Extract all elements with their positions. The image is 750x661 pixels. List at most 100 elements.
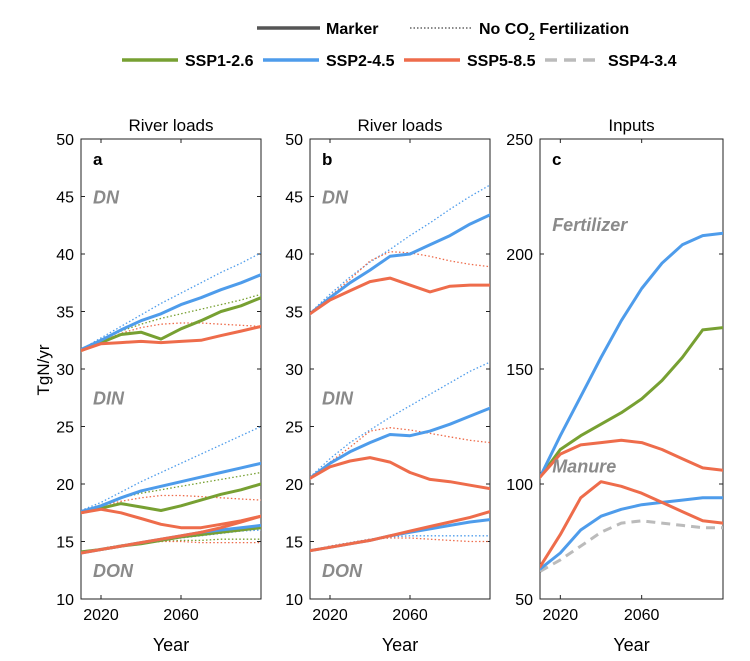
panel-b-line-din-ssp2-4-5-solid — [310, 406, 490, 480]
panel-c-line-fertilizer-ssp1-2-6-solid — [540, 326, 723, 479]
panel-c-line-manure-ssp4-3-4-dashed — [540, 519, 723, 573]
panel-c-y-tick-label-150: 150 — [506, 362, 533, 379]
panel-c-y-tick-label-250: 250 — [506, 132, 533, 149]
panel-a-line-din-ssp5-8-5-dotted — [81, 494, 261, 513]
panel-c-x-tick-label-2060: 2060 — [624, 607, 660, 624]
panel-b-y-tick-label-30: 30 — [285, 362, 303, 379]
panel-a-x-axis-label: Year — [153, 635, 189, 655]
legend-label-no-co2-fertilization: No CO2 Fertilization — [479, 21, 629, 43]
panel-a-annotation-dn: DN — [93, 187, 120, 207]
panel-b-y-tick-label-20: 20 — [285, 477, 303, 494]
panel-a-line-don-ssp1-2-6-dotted — [81, 538, 261, 553]
panel-c: Inputs 50 100 150 200 250 2020 2060 Year c Fertili… — [506, 116, 724, 655]
panel-a-annotation-din: DIN — [93, 389, 125, 409]
legend-item-no-co2-fertilization: No CO2 Fertilization — [410, 21, 629, 43]
panel-a-series — [81, 252, 261, 555]
legend: Marker No CO2 Fertilization SSP1-2.6 SSP… — [122, 21, 677, 70]
panel-a-y-tick-label-50: 50 — [56, 132, 74, 149]
panel-b-line-din-ssp5-8-5-dotted — [310, 427, 490, 479]
panel-b-y-tick-label-40: 40 — [285, 247, 303, 264]
panel-a-line-din-ssp2-4-5-solid — [81, 461, 261, 514]
panel-a-line-din-ssp1-2-6-dotted — [81, 471, 261, 513]
panel-b-annotation-don: DON — [322, 561, 363, 581]
panel-a-line-dn-ssp5-8-5-solid — [81, 324, 261, 353]
legend-label-ssp1-2-6: SSP1-2.6 — [185, 53, 254, 70]
legend-label-ssp2-4-5: SSP2-4.5 — [326, 53, 395, 70]
panel-a-y-tick-label-30: 30 — [56, 362, 74, 379]
panel-c-line-fertilizer-ssp5-8-5-solid — [540, 438, 723, 479]
panel-a: River loads 10 15 20 25 30 35 40 45 50 2020 2060 Yea… — [56, 116, 262, 655]
panel-b-line-din-ssp5-8-5-solid — [310, 456, 490, 491]
panel-b-annotation-dn: DN — [322, 187, 349, 207]
legend-label-subscript-2: 2 — [529, 31, 535, 43]
panel-b: River loads 10 15 20 25 30 35 40 45 50 2020 2060 Yea… — [285, 116, 491, 655]
panel-b-frame — [309, 138, 491, 600]
panel-b-x-axis-label: Year — [382, 635, 418, 655]
panel-a-letter: a — [93, 150, 103, 169]
panel-b-line-dn-ssp2-4-5-solid — [310, 213, 490, 316]
panel-a-line-dn-ssp2-4-5-solid — [81, 273, 261, 351]
panel-c-y-tick-label-200: 200 — [506, 247, 533, 264]
panel-a-x-tick-label-2060: 2060 — [163, 607, 199, 624]
panel-c-annotation-manure: Manure — [552, 457, 616, 477]
panel-a-y-tick-label-25: 25 — [56, 420, 74, 437]
panel-c-y-tick-label-100: 100 — [506, 477, 533, 494]
panel-a-y-tick-label-40: 40 — [56, 247, 74, 264]
panel-b-y-tick-label-15: 15 — [285, 535, 303, 552]
legend-label-no-co-part: No CO — [479, 21, 529, 38]
panel-c-line-fertilizer-ssp2-4-5-solid — [540, 231, 723, 479]
legend-item-ssp2-4-5: SSP2-4.5 — [263, 53, 395, 70]
panel-a-y-tick-label-10: 10 — [56, 592, 74, 609]
panel-c-letter: c — [552, 150, 561, 169]
shared-y-axis-label: TgN/yr — [34, 344, 53, 395]
panel-b-line-dn-ssp5-8-5-dotted — [310, 251, 490, 315]
panel-b-y-tick-label-50: 50 — [285, 132, 303, 149]
panel-b-line-don-ssp5-8-5-dotted — [310, 537, 490, 552]
panel-b-line-don-ssp5-8-5-solid — [310, 510, 490, 553]
panel-c-frame — [539, 138, 724, 600]
panel-b-y-tick-label-35: 35 — [285, 305, 303, 322]
panel-c-line-manure-ssp5-8-5-solid — [540, 480, 723, 569]
panel-c-y-tick-label-50: 50 — [515, 592, 533, 609]
panel-b-line-dn-ssp2-4-5-dotted — [310, 184, 490, 314]
panel-c-annotation-fertilizer: Fertilizer — [552, 215, 628, 235]
panel-c-x-tick-label-2020: 2020 — [543, 607, 579, 624]
panel-b-letter: b — [322, 150, 332, 169]
panel-a-y-tick-label-35: 35 — [56, 305, 74, 322]
panel-b-line-dn-ssp5-8-5-solid — [310, 276, 490, 316]
panel-c-x-axis-label: Year — [613, 635, 649, 655]
legend-item-ssp5-8-5: SSP5-8.5 — [404, 53, 536, 70]
legend-item-marker: Marker — [257, 21, 378, 38]
panel-b-title: River loads — [357, 116, 442, 135]
panel-a-y-tick-label-15: 15 — [56, 535, 74, 552]
legend-label-ssp4-3-4: SSP4-3.4 — [608, 53, 677, 70]
panel-b-y-tick-label-45: 45 — [285, 190, 303, 207]
panel-a-annotation-don: DON — [93, 561, 134, 581]
panel-c-line-manure-ssp2-4-5-solid — [540, 496, 723, 571]
panel-b-series — [310, 184, 490, 553]
panel-b-annotation-din: DIN — [322, 389, 354, 409]
panel-a-x-tick-label-2020: 2020 — [83, 607, 119, 624]
panel-b-x-tick-label-2020: 2020 — [312, 607, 348, 624]
panel-a-line-dn-ssp1-2-6-solid — [81, 296, 261, 353]
panel-a-line-dn-ssp2-4-5-dotted — [81, 252, 261, 351]
panel-c-title: Inputs — [608, 116, 654, 135]
panel-b-x-tick-label-2060: 2060 — [392, 607, 428, 624]
legend-label-marker: Marker — [326, 21, 378, 38]
legend-item-ssp4-3-4: SSP4-3.4 — [545, 53, 677, 70]
panel-b-line-don-ssp2-4-5-dotted — [310, 535, 490, 552]
legend-label-fertilization-part: Fertilization — [535, 21, 629, 38]
panel-c-series — [540, 231, 723, 573]
panel-a-title: River loads — [128, 116, 213, 135]
panel-b-y-tick-label-25: 25 — [285, 420, 303, 437]
legend-item-ssp1-2-6: SSP1-2.6 — [122, 53, 254, 70]
panel-a-line-don-ssp5-8-5-solid — [81, 514, 261, 555]
panel-b-line-din-ssp2-4-5-dotted — [310, 361, 490, 478]
panel-a-line-din-ssp5-8-5-solid — [81, 507, 261, 530]
panel-a-y-tick-label-20: 20 — [56, 477, 74, 494]
legend-label-ssp5-8-5: SSP5-8.5 — [467, 53, 536, 70]
panel-b-y-tick-label-10: 10 — [285, 592, 303, 609]
panel-a-y-tick-label-45: 45 — [56, 190, 74, 207]
panel-a-line-din-ssp1-2-6-solid — [81, 482, 261, 515]
